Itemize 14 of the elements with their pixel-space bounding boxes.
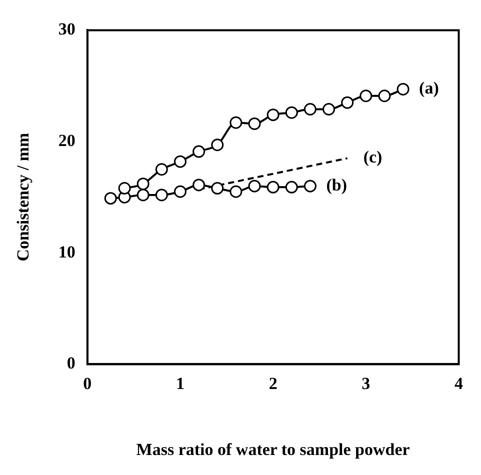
x-tick-label: 2 bbox=[268, 374, 278, 393]
y-tick-label: 0 bbox=[66, 354, 76, 373]
y-tick-label: 20 bbox=[58, 130, 76, 150]
x-tick-label: 1 bbox=[176, 374, 184, 393]
x-axis-title: Mass ratio of water to sample powder bbox=[136, 440, 410, 460]
x-tick-label: 0 bbox=[83, 374, 92, 393]
y-tick-label: 30 bbox=[58, 20, 76, 39]
y-axis-title: Consistency / mm bbox=[14, 132, 33, 262]
series-label: (a) bbox=[419, 78, 439, 98]
x-tick-label: 3 bbox=[362, 374, 370, 393]
x-tick-label: 4 bbox=[454, 374, 464, 393]
series-label: (b) bbox=[326, 175, 347, 194]
y-tick-label: 10 bbox=[58, 242, 76, 262]
series-label: (c) bbox=[363, 148, 382, 167]
